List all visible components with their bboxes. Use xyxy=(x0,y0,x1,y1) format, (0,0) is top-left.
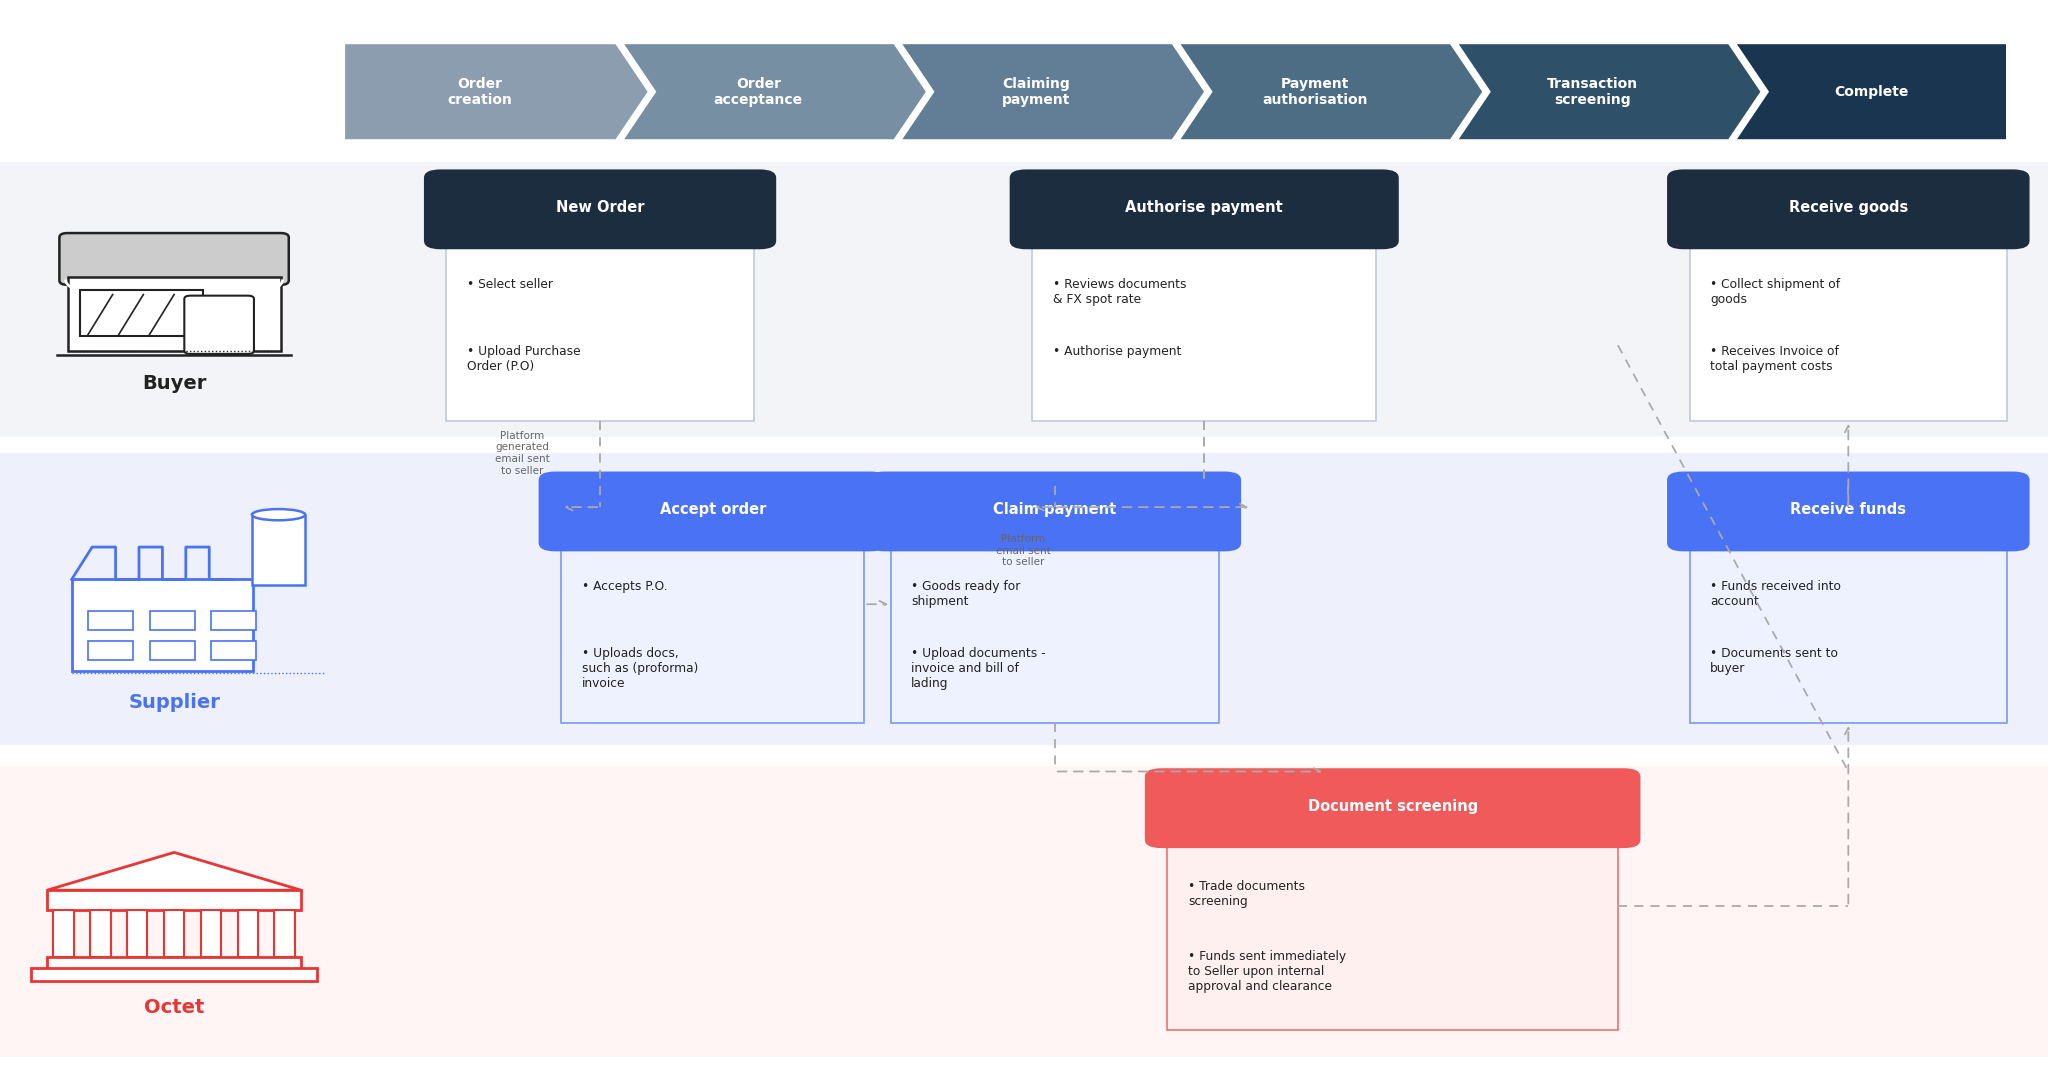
FancyBboxPatch shape xyxy=(59,233,289,285)
FancyBboxPatch shape xyxy=(1032,235,1376,421)
Bar xyxy=(0,766,2048,1057)
Polygon shape xyxy=(1180,43,1483,140)
Bar xyxy=(201,910,221,957)
Bar xyxy=(238,910,258,957)
Bar xyxy=(274,910,295,957)
Bar xyxy=(88,641,133,660)
FancyBboxPatch shape xyxy=(561,537,864,723)
Text: • Authorise payment: • Authorise payment xyxy=(1053,344,1182,357)
FancyBboxPatch shape xyxy=(1690,235,2007,421)
Bar xyxy=(88,611,133,630)
Text: Document screening: Document screening xyxy=(1307,798,1479,814)
Polygon shape xyxy=(623,43,928,140)
Bar xyxy=(72,579,254,671)
Bar xyxy=(68,277,281,351)
Polygon shape xyxy=(1456,43,1761,140)
Text: New Order: New Order xyxy=(555,200,645,215)
Polygon shape xyxy=(344,43,649,140)
Text: • Select seller: • Select seller xyxy=(467,278,553,291)
Polygon shape xyxy=(1735,43,2007,140)
Text: • Upload Purchase
Order (P.O): • Upload Purchase Order (P.O) xyxy=(467,344,580,372)
FancyBboxPatch shape xyxy=(868,472,1241,551)
Bar xyxy=(90,910,111,957)
Bar xyxy=(252,515,305,585)
Text: Transaction
screening: Transaction screening xyxy=(1548,77,1638,107)
Bar xyxy=(150,641,195,660)
Text: • Trade documents
screening: • Trade documents screening xyxy=(1188,879,1305,907)
Text: Authorise payment: Authorise payment xyxy=(1124,200,1284,215)
Text: • Receives Invoice of
total payment costs: • Receives Invoice of total payment cost… xyxy=(1710,344,1839,372)
Text: • Goods ready for
shipment: • Goods ready for shipment xyxy=(911,581,1020,609)
Text: Octet: Octet xyxy=(143,998,205,1017)
Text: Claim payment: Claim payment xyxy=(993,502,1116,517)
Bar xyxy=(80,290,203,336)
Text: • Reviews documents
& FX spot rate: • Reviews documents & FX spot rate xyxy=(1053,278,1186,306)
Text: Buyer: Buyer xyxy=(141,374,207,394)
FancyBboxPatch shape xyxy=(446,235,754,421)
FancyBboxPatch shape xyxy=(424,169,776,249)
Bar xyxy=(47,957,301,970)
Text: Payment
authorisation: Payment authorisation xyxy=(1262,77,1368,107)
Text: Platform
email sent
to seller: Platform email sent to seller xyxy=(995,534,1051,568)
FancyBboxPatch shape xyxy=(1145,768,1640,848)
Text: Receive funds: Receive funds xyxy=(1790,502,1907,517)
Text: Order
acceptance: Order acceptance xyxy=(713,77,803,107)
Text: Complete: Complete xyxy=(1833,85,1909,98)
FancyBboxPatch shape xyxy=(1690,537,2007,723)
Polygon shape xyxy=(901,43,1204,140)
Text: • Documents sent to
buyer: • Documents sent to buyer xyxy=(1710,646,1839,674)
Bar xyxy=(127,910,147,957)
Text: Accept order: Accept order xyxy=(659,502,766,517)
Bar xyxy=(47,890,301,910)
Text: • Uploads docs,
such as (proforma)
invoice: • Uploads docs, such as (proforma) invoi… xyxy=(582,646,698,689)
FancyBboxPatch shape xyxy=(1167,834,1618,1030)
Text: Order
creation: Order creation xyxy=(449,77,512,107)
Bar xyxy=(31,968,317,981)
Text: • Collect shipment of
goods: • Collect shipment of goods xyxy=(1710,278,1841,306)
Text: Supplier: Supplier xyxy=(129,693,219,712)
Text: Claiming
payment: Claiming payment xyxy=(1001,77,1071,107)
Text: Receive goods: Receive goods xyxy=(1788,200,1909,215)
Text: • Funds sent immediately
to Seller upon internal
approval and clearance: • Funds sent immediately to Seller upon … xyxy=(1188,950,1346,993)
Ellipse shape xyxy=(252,509,305,520)
Bar xyxy=(0,162,2048,437)
Text: Platform
generated
email sent
to seller: Platform generated email sent to seller xyxy=(496,431,549,476)
Bar xyxy=(53,910,74,957)
Bar xyxy=(211,611,256,630)
Text: • Funds received into
account: • Funds received into account xyxy=(1710,581,1841,609)
FancyBboxPatch shape xyxy=(891,537,1219,723)
FancyBboxPatch shape xyxy=(1667,472,2030,551)
Bar xyxy=(0,453,2048,745)
Polygon shape xyxy=(47,852,301,890)
Text: • Upload documents -
invoice and bill of
lading: • Upload documents - invoice and bill of… xyxy=(911,646,1047,689)
Bar xyxy=(150,611,195,630)
FancyBboxPatch shape xyxy=(1010,169,1399,249)
Bar xyxy=(211,641,256,660)
FancyBboxPatch shape xyxy=(184,296,254,354)
Bar xyxy=(164,910,184,957)
FancyBboxPatch shape xyxy=(539,472,887,551)
Text: • Accepts P.O.: • Accepts P.O. xyxy=(582,581,668,593)
FancyBboxPatch shape xyxy=(1667,169,2030,249)
